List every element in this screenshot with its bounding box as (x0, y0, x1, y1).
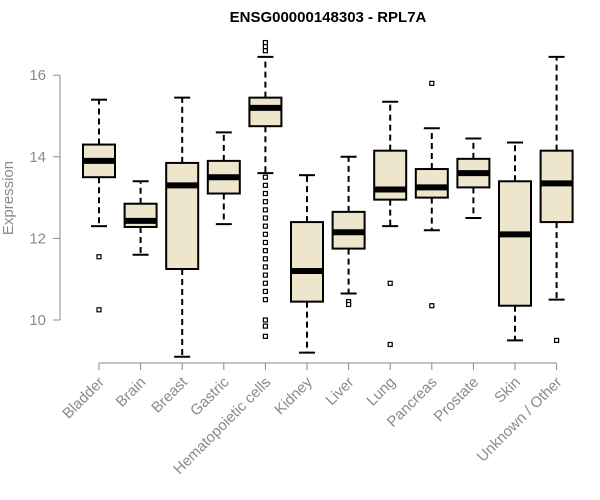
y-axis-label: Expression (0, 161, 17, 235)
outlier-point (96, 254, 102, 260)
outlier-point (96, 307, 102, 313)
outlier-point (262, 256, 268, 262)
box-gastric (206, 131, 241, 226)
outlier-point (262, 333, 268, 339)
iqr-box (539, 149, 574, 224)
iqr-box (165, 161, 200, 270)
outlier-point (262, 48, 268, 54)
box-brain (123, 180, 158, 256)
x-tick-label: Bladder (59, 374, 108, 423)
outlier-point (387, 280, 393, 286)
iqr-box (290, 221, 324, 303)
outlier-point (262, 317, 268, 323)
box-bladder (82, 98, 116, 313)
outlier-point (262, 174, 268, 180)
box-hematopoietic-cells (248, 39, 283, 339)
iqr-box (248, 96, 283, 128)
outlier-point (553, 337, 560, 343)
outlier-point (262, 39, 268, 46)
outlier-point (429, 303, 435, 309)
y-axis: 10 12 14 16 (29, 67, 61, 329)
outlier-point (429, 80, 435, 86)
outlier-point (262, 323, 268, 329)
box-kidney (290, 174, 324, 354)
outlier-point (262, 248, 268, 254)
x-tick-label: Skin (491, 374, 524, 407)
y-tick-label: 16 (29, 67, 46, 84)
outlier-point (262, 199, 268, 205)
x-tick-label: Brain (113, 374, 150, 411)
x-tick-label: Lung (363, 374, 399, 410)
box-lung (373, 100, 408, 348)
x-tick-label: Kidney (271, 373, 316, 418)
outlier-point (262, 182, 268, 188)
iqr-box (414, 168, 449, 199)
y-tick-label: 14 (29, 149, 46, 166)
outlier-point (262, 280, 268, 286)
x-tick-label: Liver (322, 374, 357, 409)
box-breast (165, 96, 200, 358)
box-pancreas (414, 80, 449, 309)
outlier-point (262, 288, 268, 295)
outlier-point (262, 264, 268, 270)
outlier-point (262, 239, 268, 246)
y-tick-label: 12 (29, 230, 46, 247)
boxes-layer (82, 39, 574, 358)
box-unknown-other (539, 55, 574, 343)
outlier-point (262, 215, 268, 221)
outlier-point (262, 190, 268, 197)
outlier-point (346, 301, 352, 308)
outlier-point (262, 297, 268, 303)
x-tick-label: Prostate (431, 374, 483, 426)
y-tick-label: 10 (29, 312, 46, 329)
outlier-point (262, 223, 268, 229)
outlier-point (262, 231, 268, 237)
box-liver (331, 155, 366, 308)
outlier-point (262, 207, 268, 213)
chart-title: ENSG00000148303 - RPL7A (230, 9, 427, 26)
x-tick-label: Breast (148, 373, 191, 416)
box-prostate (456, 137, 491, 219)
outlier-point (262, 272, 268, 278)
iqr-box (498, 180, 532, 307)
outlier-point (387, 341, 393, 348)
box-skin (498, 141, 532, 342)
outlier-point (262, 44, 268, 50)
